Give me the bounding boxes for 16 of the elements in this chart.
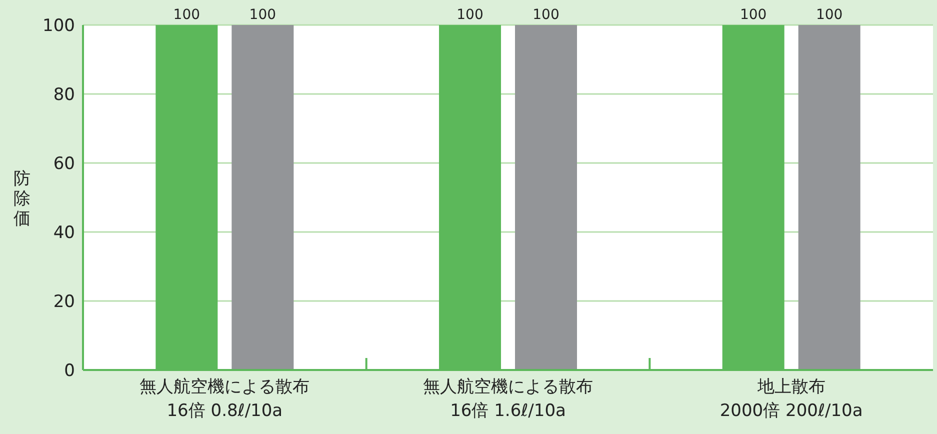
y-tick-label: 100 — [42, 16, 75, 36]
y-axis-title: 防除価 — [14, 169, 30, 229]
data-label: 100 — [740, 7, 767, 23]
data-label: 100 — [532, 7, 560, 23]
y-tick-label: 40 — [53, 223, 75, 243]
data-label: 100 — [173, 7, 200, 23]
y-tick-label: 60 — [53, 154, 75, 174]
data-label: 100 — [456, 7, 484, 23]
y-tick-label: 80 — [53, 85, 75, 105]
y-tick-label: 0 — [64, 361, 75, 381]
data-label: 100 — [249, 7, 276, 23]
x-tick-label: 地上散布 2000倍 200ℓ/10a — [720, 377, 863, 421]
x-tick-label: 無人航空機による散布 16倍 0.8ℓ/10a — [140, 377, 310, 421]
y-tick-label: 20 — [53, 292, 75, 312]
data-label: 100 — [816, 7, 843, 23]
x-tick-label: 無人航空機による散布 16倍 1.6ℓ/10a — [423, 377, 593, 421]
